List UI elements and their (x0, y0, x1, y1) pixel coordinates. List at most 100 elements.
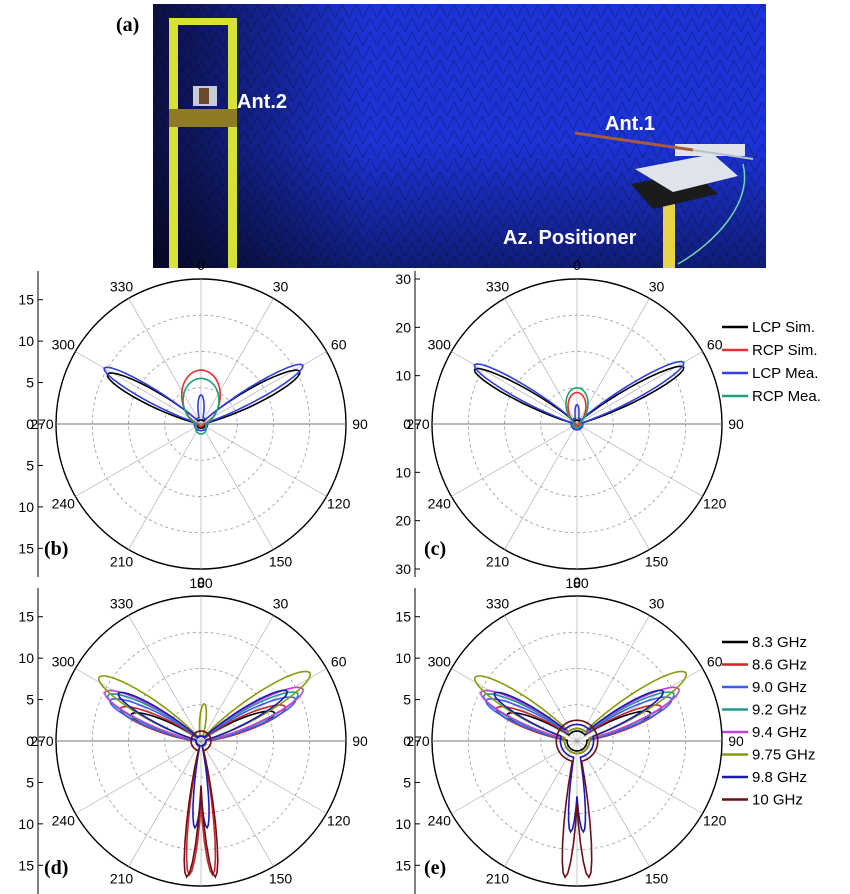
angle-tick-label: 0 (197, 574, 205, 590)
ant1-positioner (574, 131, 754, 268)
angle-tick-label: 60 (331, 654, 347, 670)
panel-label-a: (a) (116, 14, 140, 36)
radial-tick-label: 10 (395, 816, 411, 832)
polar-panel-4: 0306090120150180210240270300330151050510… (395, 574, 744, 894)
angle-tick-label: 210 (486, 554, 510, 570)
radial-tick-label: 15 (18, 609, 34, 625)
series-curve (182, 377, 220, 435)
grid-spoke (504, 423, 578, 550)
angle-tick-label: 330 (486, 278, 510, 294)
grid-spoke (200, 351, 327, 425)
angle-tick-label: 60 (707, 654, 723, 670)
radial-tick-label: 10 (395, 650, 411, 666)
series-curve (97, 670, 312, 747)
radial-tick-label: 15 (18, 292, 34, 308)
angle-tick-label: 300 (52, 654, 76, 670)
radial-tick-label: 0 (403, 733, 411, 749)
legend-label: 8.3 GHz (752, 634, 807, 651)
radial-tick-label: 20 (395, 319, 411, 335)
series-curve (106, 369, 301, 429)
radial-tick-label: 0 (26, 733, 34, 749)
angle-tick-label: 90 (728, 733, 744, 749)
angle-tick-label: 180 (565, 892, 589, 894)
angle-tick-label: 60 (331, 337, 347, 353)
radial-tick-label: 15 (18, 540, 34, 556)
legend-label: 10 GHz (752, 792, 803, 809)
angle-tick-label: 120 (327, 496, 351, 512)
radial-tick-label: 10 (395, 464, 411, 480)
legend-label: 9.4 GHz (752, 724, 807, 741)
radial-tick-label: 30 (395, 561, 411, 577)
measurement-setup-photo: Ant.2 Ant.1 Az. Positioner (153, 4, 766, 268)
series-curve (473, 360, 685, 431)
radial-tick-label: 15 (395, 609, 411, 625)
radial-tick-label: 5 (26, 457, 34, 473)
radial-tick-label: 10 (395, 368, 411, 384)
panel-label-b: (b) (44, 538, 69, 560)
positioner-label: Az. Positioner (503, 227, 637, 249)
polar-panel-1: 0306090120150180210240270300330151050510… (18, 257, 821, 591)
grid-spoke (451, 351, 578, 425)
angle-tick-label: 120 (703, 496, 727, 512)
angle-tick-label: 0 (197, 257, 205, 273)
angle-tick-label: 120 (703, 813, 727, 829)
angle-tick-label: 210 (110, 871, 134, 887)
radial-tick-label: 0 (403, 416, 411, 432)
grid-spoke (75, 740, 202, 814)
legend-label: LCP Sim. (752, 319, 815, 336)
angle-tick-label: 30 (273, 278, 289, 294)
radial-tick-label: 0 (26, 416, 34, 432)
grid-spoke (128, 423, 202, 550)
polar-panel-2: 0306090120150180210240270300330302010010… (395, 257, 744, 591)
legend-label: 9.8 GHz (752, 769, 807, 786)
angle-tick-label: 90 (352, 733, 368, 749)
grid-spoke (200, 740, 274, 867)
grid-spoke (576, 740, 703, 814)
grid-spoke (200, 668, 327, 742)
grid-spoke (504, 740, 578, 867)
grid-spoke (200, 740, 327, 814)
series-curve (493, 689, 664, 834)
angle-tick-label: 330 (486, 595, 510, 611)
grid-spoke (576, 740, 650, 867)
angle-tick-label: 90 (352, 416, 368, 432)
grid-spoke (504, 298, 578, 425)
ant2-mast (169, 18, 237, 268)
angle-tick-label: 330 (110, 595, 134, 611)
legend-label: LCP Mea. (752, 365, 818, 382)
angle-tick-label: 180 (189, 575, 213, 591)
angle-tick-label: 210 (486, 871, 510, 887)
angle-tick-label: 240 (52, 813, 76, 829)
radial-tick-label: 10 (18, 499, 34, 515)
radial-tick-label: 15 (395, 857, 411, 873)
series-curve (565, 387, 589, 429)
radial-tick-label: 10 (18, 816, 34, 832)
polar-panel-3: 0306090120150180210240270300330151050510… (18, 574, 815, 894)
grid-spoke (451, 740, 578, 814)
radial-tick-label: 5 (403, 774, 411, 790)
grid-spoke (75, 423, 202, 497)
radial-tick-label: 5 (403, 692, 411, 708)
grid-spoke (75, 351, 202, 425)
radial-tick-label: 5 (26, 692, 34, 708)
angle-tick-label: 180 (565, 575, 589, 591)
ant2-label: Ant.2 (237, 91, 287, 113)
angle-tick-label: 300 (428, 337, 452, 353)
grid-spoke (576, 615, 650, 742)
angle-tick-label: 0 (573, 574, 581, 590)
grid-spoke (200, 615, 274, 742)
series-curve (567, 391, 587, 427)
angle-tick-label: 150 (269, 871, 293, 887)
angle-tick-label: 60 (707, 337, 723, 353)
angle-tick-label: 150 (645, 871, 669, 887)
grid-spoke (451, 423, 578, 497)
series-curve (506, 710, 652, 752)
ant1-label: Ant.1 (605, 113, 655, 135)
grid-spoke (576, 298, 650, 425)
radial-tick-label: 20 (395, 513, 411, 529)
grid-spoke (200, 423, 274, 550)
grid-spoke (576, 668, 703, 742)
radial-tick-label: 10 (18, 650, 34, 666)
radial-tick-label: 5 (26, 375, 34, 391)
